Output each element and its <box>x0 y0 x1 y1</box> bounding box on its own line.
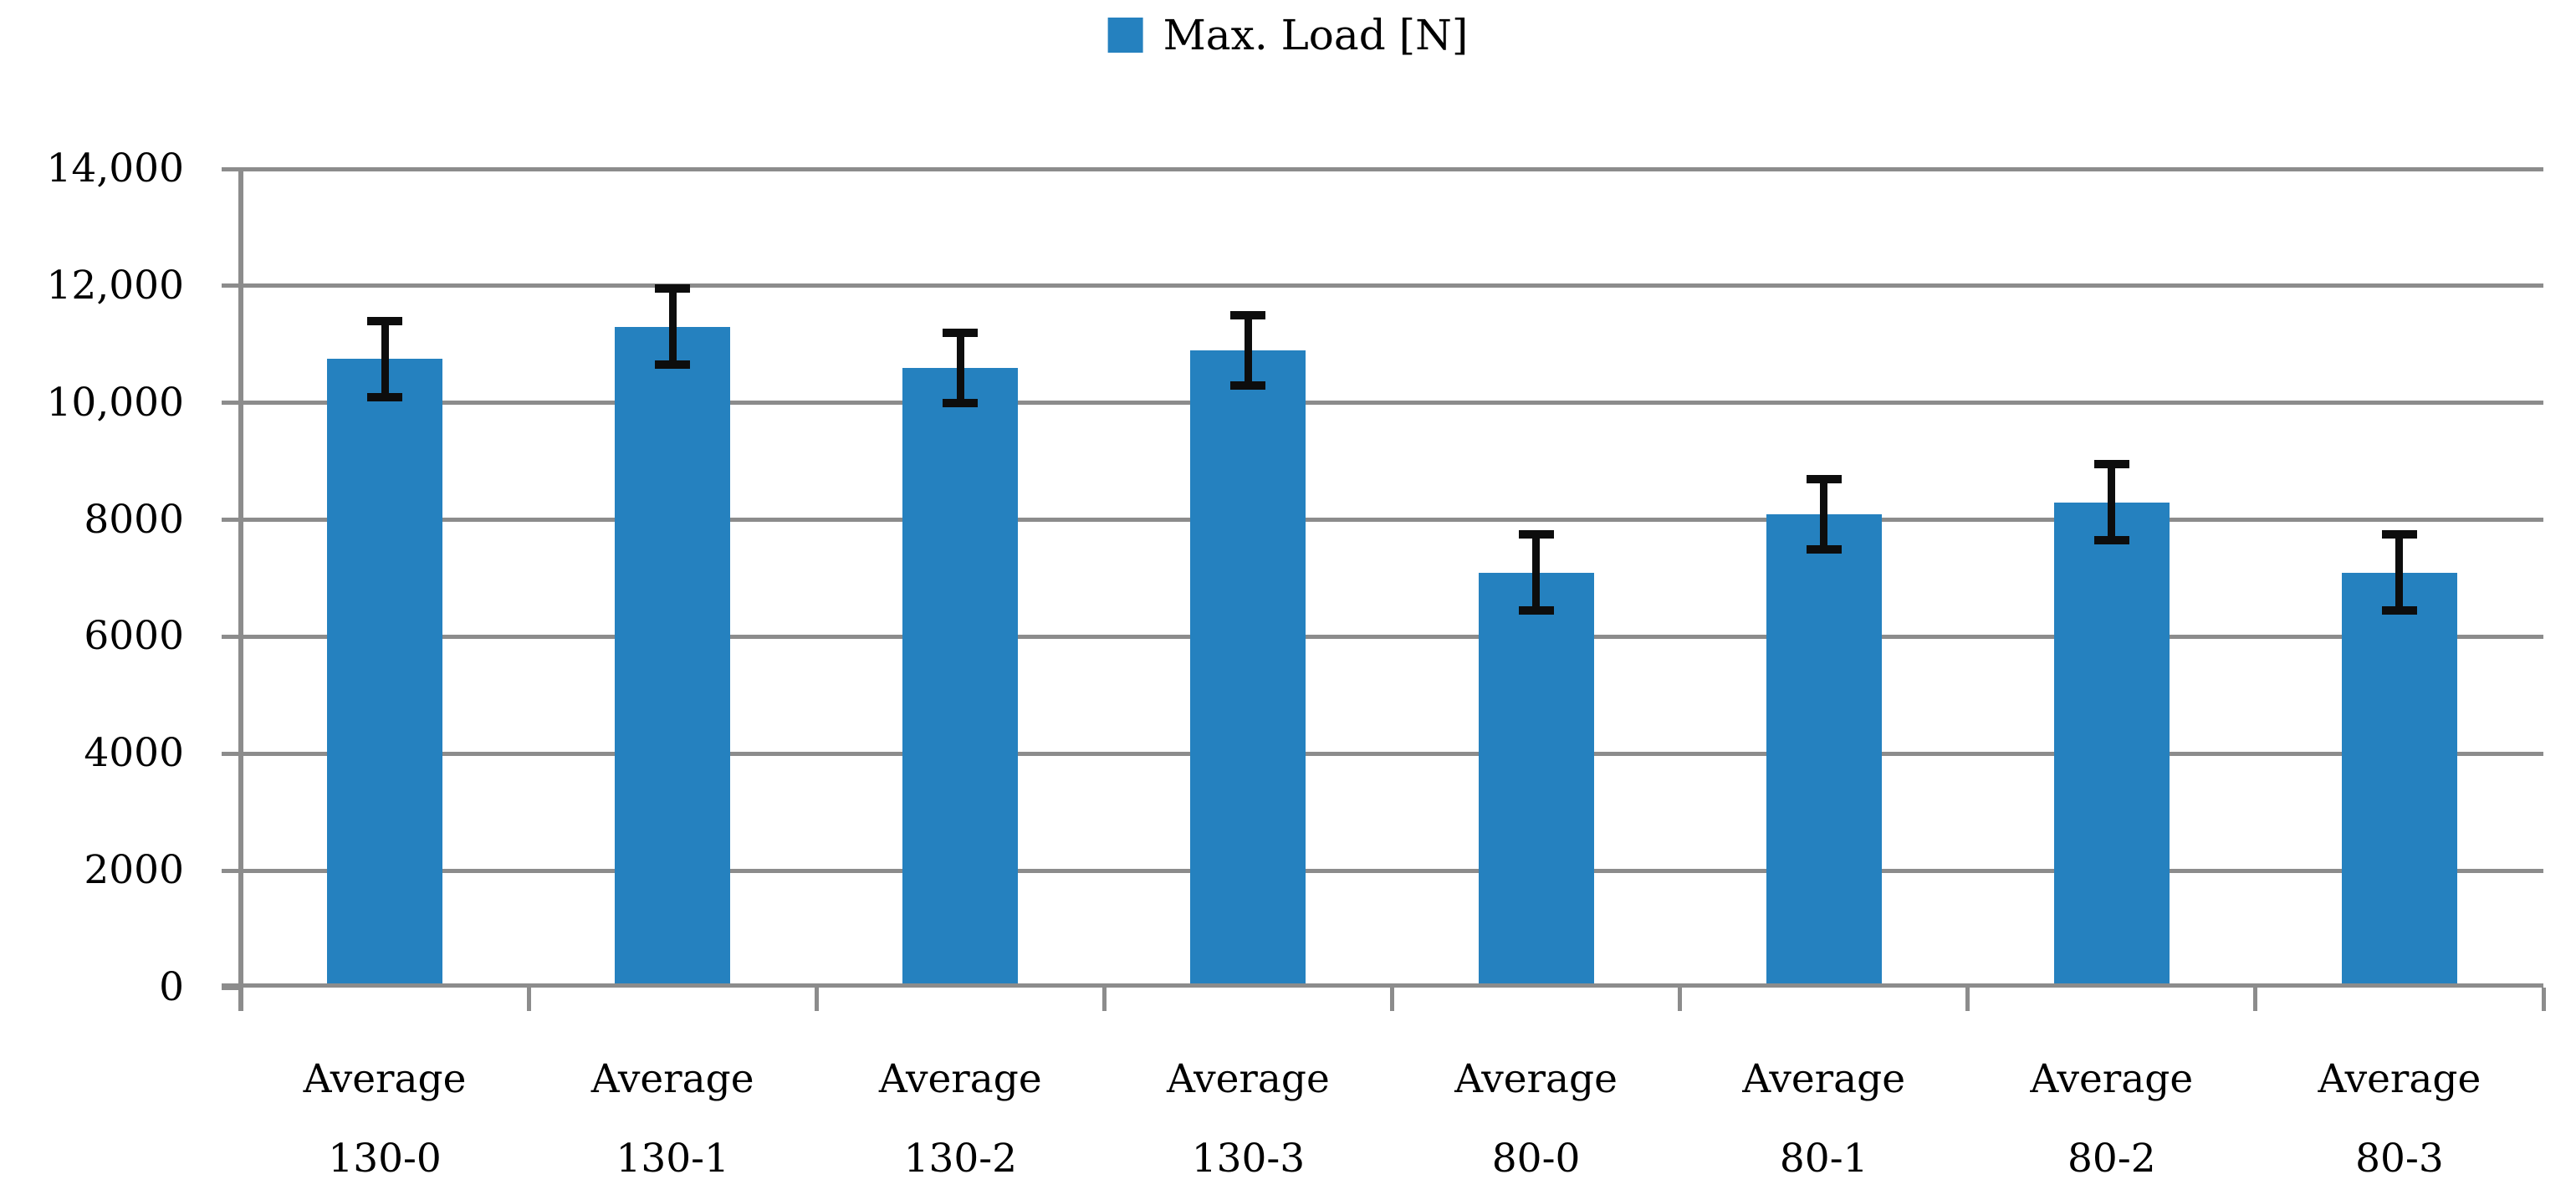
error-bar-cap-top-average-80-1 <box>1806 474 1842 483</box>
error-bar-cap-bottom-average-130-0 <box>367 392 403 401</box>
x-axis-label-line2: 80-0 <box>1491 1136 1581 1182</box>
x-axis-label-line1: Average <box>2318 1056 2481 1102</box>
y-axis-tick <box>222 985 241 990</box>
y-axis-tick <box>222 868 241 873</box>
x-axis-line <box>222 983 2543 988</box>
error-bar-line-average-130-1 <box>668 289 677 365</box>
gridline-4000 <box>241 751 2543 756</box>
y-axis-tick-label: 2000 <box>84 847 184 894</box>
bar-average-80-2 <box>2053 502 2170 988</box>
y-axis-tick <box>222 401 241 406</box>
error-bar-line-average-130-2 <box>956 332 964 403</box>
category-boundary-tick <box>814 988 819 1011</box>
x-axis-category-label-average-130-1: Average 130-1 <box>529 1039 816 1198</box>
y-axis-tick-label: 6000 <box>84 613 184 660</box>
x-axis-label-line2: 130-1 <box>616 1136 729 1182</box>
x-axis-category-label-average-130-0: Average 130-0 <box>241 1039 529 1198</box>
error-bar-cap-bottom-average-80-2 <box>2093 536 2129 545</box>
gridline-14000 <box>241 166 2543 171</box>
x-axis-label-line2: 80-2 <box>2067 1136 2156 1182</box>
error-bar-line-average-80-1 <box>1820 478 1828 549</box>
category-boundary-tick <box>1390 988 1394 1011</box>
x-axis-category-label-average-80-1: Average 80-1 <box>1680 1039 1968 1198</box>
legend-marker-square <box>1107 18 1143 53</box>
y-axis-line <box>238 169 243 1011</box>
y-axis-tick-label: 8000 <box>84 496 184 543</box>
bar-average-130-0 <box>327 359 443 988</box>
y-axis-tick-label: 14,000 <box>46 146 184 191</box>
x-axis-label-line1: Average <box>2030 1056 2194 1102</box>
bar-average-80-1 <box>1766 513 1882 988</box>
error-bar-cap-bottom-average-80-0 <box>1518 605 1554 615</box>
error-bar-cap-top-average-80-0 <box>1518 530 1554 539</box>
x-axis-category-label-average-80-0: Average 80-0 <box>1393 1039 1680 1198</box>
x-axis-category-label-average-130-3: Average 130-3 <box>1104 1039 1392 1198</box>
error-bar-cap-bottom-average-80-1 <box>1806 544 1842 554</box>
category-boundary-tick <box>1101 988 1107 1011</box>
error-bar-cap-bottom-average-130-3 <box>1230 380 1266 390</box>
x-axis-category-label-average-130-2: Average 130-2 <box>816 1039 1104 1198</box>
y-axis-tick <box>222 166 241 171</box>
x-axis-label-line2: 130-0 <box>328 1136 442 1182</box>
y-axis-tick <box>222 751 241 756</box>
error-bar-line-average-130-0 <box>381 320 389 397</box>
error-bar-cap-top-average-130-1 <box>655 284 691 294</box>
error-bar-line-average-130-3 <box>1244 314 1252 386</box>
plot-area: 0 2000 4000 6000 8000 10,000 12,000 14,000 Avera… <box>47 146 2546 1182</box>
error-bar-line-average-80-0 <box>1532 534 1541 610</box>
x-axis-label-line2: 130-3 <box>1191 1136 1306 1182</box>
gridline-6000 <box>241 634 2543 639</box>
y-axis-tick-label: 0 <box>159 964 184 1010</box>
gridline-2000 <box>241 868 2543 873</box>
category-boundary-tick <box>1678 988 1683 1011</box>
bar-average-130-1 <box>615 326 731 988</box>
legend-label: Max. Load [N] <box>1163 11 1469 59</box>
bar-average-130-2 <box>902 367 1019 988</box>
x-axis-label-line1: Average <box>303 1056 467 1102</box>
y-axis-tick <box>222 634 241 639</box>
error-bar-cap-top-average-80-2 <box>2093 460 2129 469</box>
error-bar-cap-bottom-average-130-2 <box>943 398 979 407</box>
error-bar-cap-bottom-average-130-1 <box>655 360 691 370</box>
x-axis-label-line1: Average <box>590 1056 754 1102</box>
x-axis-label-line2: 130-2 <box>903 1136 1018 1182</box>
y-axis-tick <box>222 283 241 289</box>
x-axis-category-label-average-80-3: Average 80-3 <box>2256 1039 2543 1198</box>
category-boundary-tick <box>2541 988 2546 1011</box>
x-axis-category-label-average-80-2: Average 80-2 <box>1968 1039 2256 1198</box>
error-bar-line-average-80-3 <box>2395 534 2404 610</box>
x-axis-label-line1: Average <box>1454 1056 1618 1102</box>
gridline-10000 <box>241 401 2543 406</box>
gridline-8000 <box>241 518 2543 523</box>
error-bar-cap-bottom-average-80-3 <box>2381 605 2417 615</box>
bar-average-80-3 <box>2341 572 2457 988</box>
x-axis-label-line2: 80-1 <box>1779 1136 1868 1182</box>
y-axis-tick-label: 12,000 <box>46 262 184 309</box>
gridline-12000 <box>241 283 2543 289</box>
x-axis-label-line1: Average <box>1167 1056 1330 1102</box>
legend: Max. Load [N] <box>1107 10 1469 60</box>
category-boundary-tick <box>1965 988 1970 1011</box>
x-axis-label-line1: Average <box>878 1056 1042 1102</box>
error-bar-cap-top-average-130-2 <box>943 328 979 337</box>
category-boundary-tick <box>2253 988 2258 1011</box>
error-bar-cap-top-average-80-3 <box>2381 530 2417 539</box>
bar-average-80-0 <box>1478 572 1594 988</box>
y-axis-tick-label: 10,000 <box>46 379 184 426</box>
y-axis-tick <box>222 518 241 523</box>
x-axis-label-line2: 80-3 <box>2355 1136 2444 1182</box>
error-bar-cap-top-average-130-3 <box>1230 310 1266 319</box>
error-bar-cap-top-average-130-0 <box>367 316 403 325</box>
error-bar-line-average-80-2 <box>2108 464 2116 541</box>
category-boundary-tick <box>526 988 531 1011</box>
y-axis-tick-label: 4000 <box>84 730 184 777</box>
x-axis-label-line1: Average <box>1742 1056 1906 1102</box>
bar-average-130-3 <box>1190 350 1306 988</box>
